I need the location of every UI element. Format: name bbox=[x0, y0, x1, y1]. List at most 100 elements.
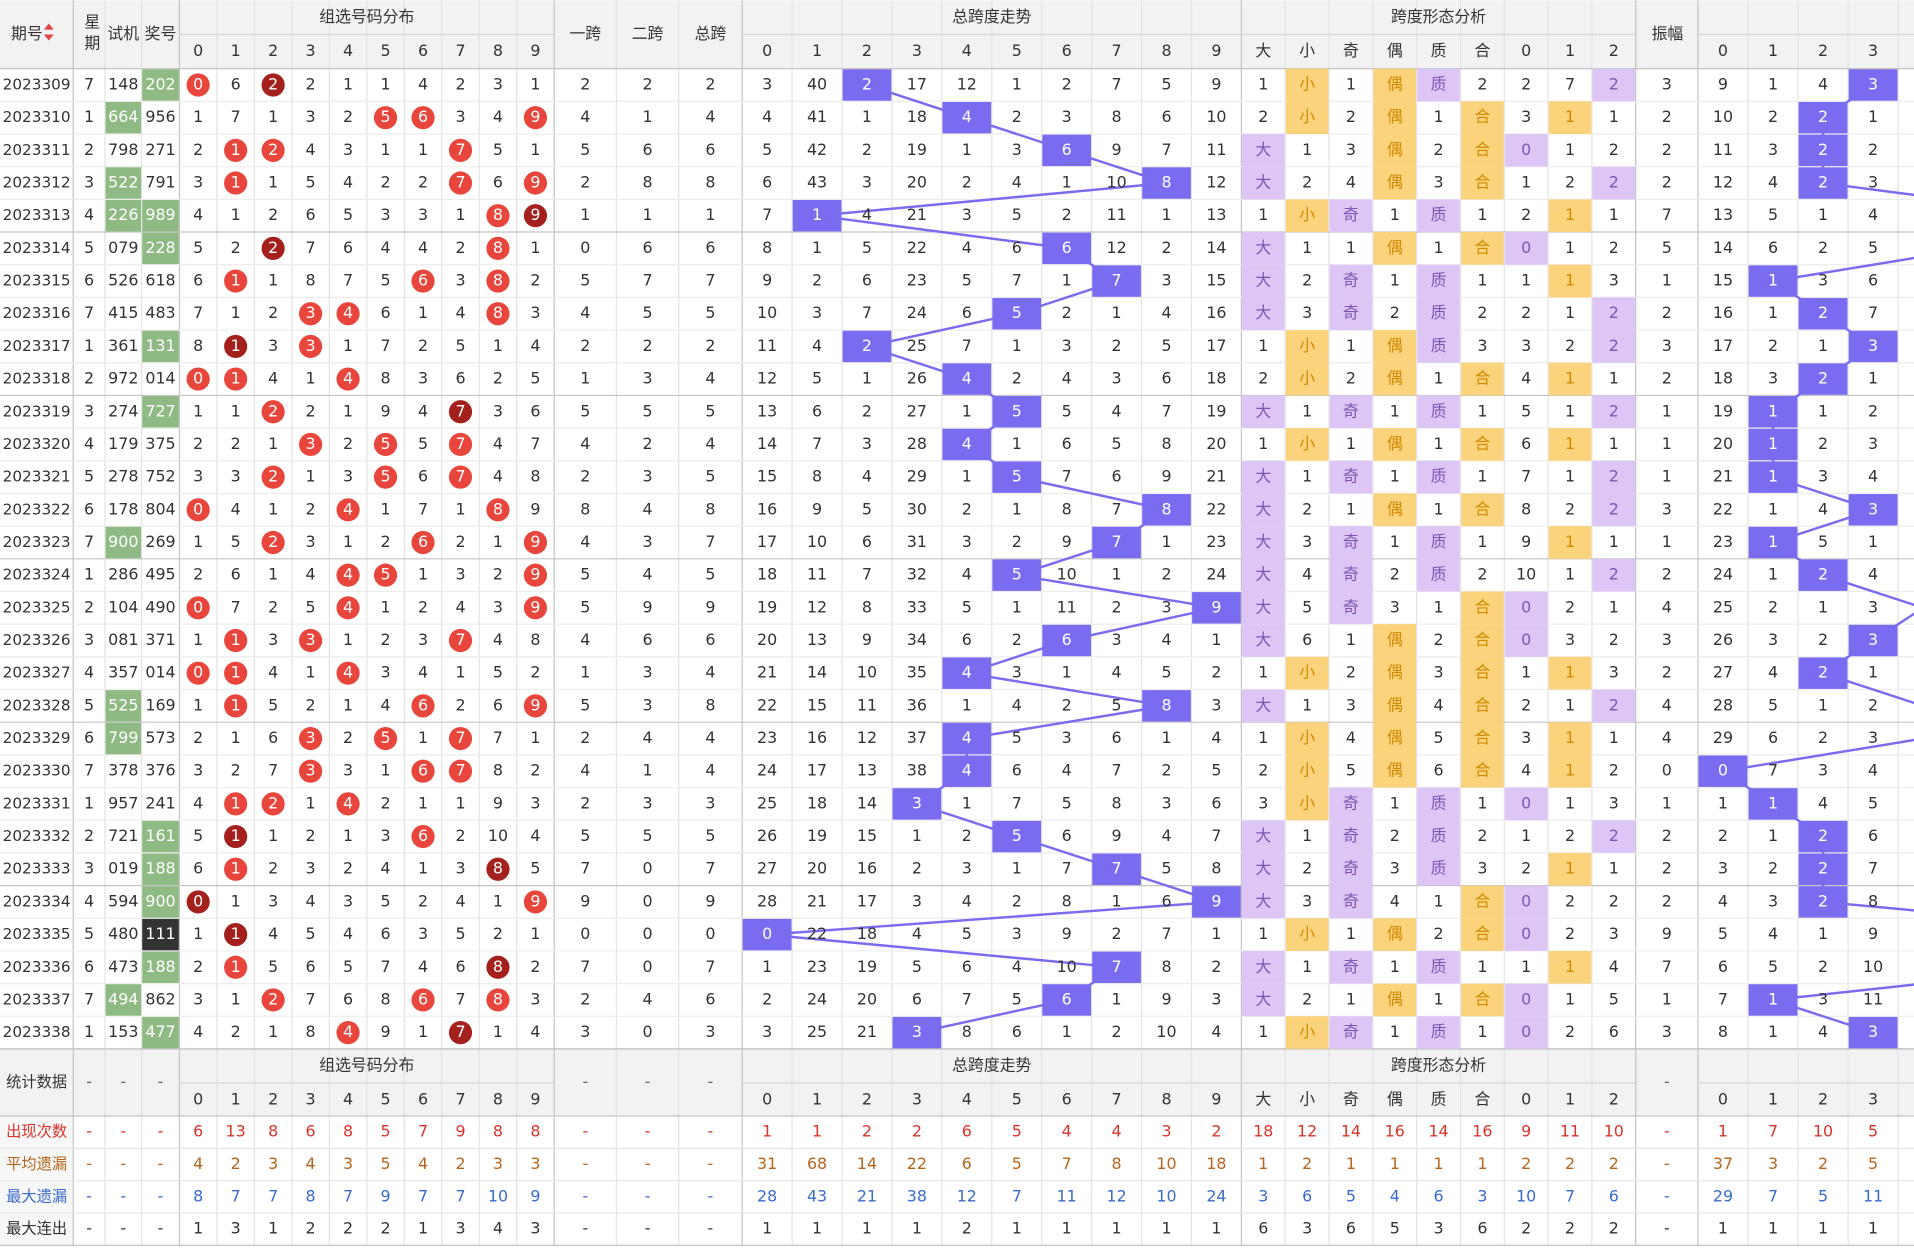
cell-text: 5 bbox=[306, 924, 316, 943]
cell-text: 2 bbox=[1609, 336, 1619, 355]
header-text: 跨度形态分析 bbox=[1391, 7, 1486, 26]
cell-text: 3 bbox=[84, 173, 94, 192]
cell-text: 1 bbox=[231, 140, 241, 159]
cell-text: 8 bbox=[493, 238, 503, 257]
cell-text: 2023325 bbox=[3, 598, 71, 616]
cell-text: 10 bbox=[488, 1186, 508, 1205]
cell-text: 2 bbox=[862, 74, 872, 93]
cell-text: 1 bbox=[1662, 271, 1672, 290]
cell-text: 3 bbox=[1818, 989, 1828, 1008]
cell-text: 4 bbox=[530, 336, 540, 355]
header-text: 期号 bbox=[11, 24, 43, 43]
cell-text: 6 bbox=[862, 532, 872, 551]
cell-text: 3 bbox=[580, 1022, 590, 1041]
cell-text: 1 bbox=[268, 1219, 278, 1238]
cell-text: 23 bbox=[907, 271, 927, 290]
cell-text: 7 bbox=[1112, 859, 1122, 878]
cell-text: 5 bbox=[1062, 793, 1072, 812]
digit-ball bbox=[224, 923, 248, 947]
cell-text: 7 bbox=[306, 238, 316, 257]
cell-text: - bbox=[708, 1122, 714, 1141]
cell-text: 4 bbox=[493, 630, 503, 649]
amp-highlight bbox=[1798, 657, 1848, 689]
cell-text: 2 bbox=[1609, 467, 1619, 486]
cell-text: 11 bbox=[857, 695, 877, 714]
cell-text: 奇 bbox=[1343, 401, 1359, 420]
cell-text: 9 bbox=[580, 891, 590, 910]
cell-text: 5 bbox=[1434, 728, 1444, 747]
header-text: 1 bbox=[1768, 1090, 1778, 1109]
cell-text: 1 bbox=[1211, 924, 1221, 943]
cell-text: 质 bbox=[1431, 532, 1447, 551]
cell-text: 3 bbox=[1161, 271, 1171, 290]
span-highlight bbox=[942, 363, 992, 395]
cell-text: 2 bbox=[1718, 826, 1728, 845]
cell-text: 3 bbox=[1302, 1219, 1312, 1238]
form-highlight bbox=[1329, 395, 1373, 429]
cell-text: 179 bbox=[108, 434, 138, 453]
cell-text: 9 bbox=[530, 499, 540, 518]
cell-text: 3 bbox=[193, 761, 203, 780]
cell-text: 3 bbox=[418, 205, 428, 224]
cell-text: 4 bbox=[1012, 173, 1022, 192]
cell-text: 3 bbox=[530, 989, 540, 1008]
form-highlight bbox=[1592, 395, 1636, 429]
cell-text: 1 bbox=[1662, 467, 1672, 486]
header-text: 0 bbox=[193, 41, 203, 60]
form-highlight bbox=[1242, 983, 1285, 1017]
cell-text: 5 bbox=[306, 597, 316, 616]
header-text: 2 bbox=[862, 1090, 872, 1109]
cell-text: 11 bbox=[1560, 1122, 1580, 1141]
cell-text: 3 bbox=[306, 532, 316, 551]
cell-text: 2 bbox=[1818, 369, 1828, 388]
cell-text: 3 bbox=[1161, 597, 1171, 616]
cell-text: 2 bbox=[1662, 140, 1672, 159]
cell-text: 1 bbox=[231, 173, 241, 192]
cell-text: - bbox=[582, 1219, 588, 1238]
digit-ball bbox=[486, 236, 510, 260]
cell-text: 1 bbox=[580, 369, 590, 388]
cell-text: 18 bbox=[1206, 369, 1226, 388]
cell-text: 21 bbox=[857, 1186, 877, 1205]
cell-text: 7 bbox=[705, 532, 715, 551]
cell-text: 14 bbox=[1341, 1122, 1361, 1141]
cell-text: 9 bbox=[1211, 891, 1221, 910]
cell-text: 4 bbox=[530, 826, 540, 845]
cell-text: 16 bbox=[757, 499, 777, 518]
cell-text: 3 bbox=[1434, 1219, 1444, 1238]
cell-text: 2023330 bbox=[3, 762, 71, 780]
sort-down-icon[interactable] bbox=[43, 34, 54, 41]
digit-ball bbox=[224, 138, 248, 162]
cell-text: 1 bbox=[1609, 107, 1619, 126]
cell-text: 6 bbox=[1258, 1219, 1268, 1238]
cell-text: 0 bbox=[1521, 793, 1531, 812]
amp-highlight bbox=[1848, 1016, 1898, 1049]
cell-text: 1 bbox=[1390, 467, 1400, 486]
cell-text: 偶 bbox=[1387, 107, 1403, 126]
cell-text: 2 bbox=[1521, 1219, 1531, 1238]
cell-text: 合 bbox=[1474, 663, 1490, 682]
cell-text: 1 bbox=[1768, 1219, 1778, 1238]
cell-text: 4 bbox=[343, 597, 353, 616]
header-text: 1 bbox=[231, 41, 241, 60]
form-highlight bbox=[1592, 330, 1636, 363]
cell-text: 0 bbox=[193, 369, 203, 388]
cell-text: 偶 bbox=[1387, 989, 1403, 1008]
cell-text: 2 bbox=[1565, 597, 1575, 616]
cell-text: 8 bbox=[380, 369, 390, 388]
cell-text: 6 bbox=[193, 271, 203, 290]
cell-text: 16 bbox=[1206, 303, 1226, 322]
cell-text: 3 bbox=[231, 467, 241, 486]
header-text: 1 bbox=[1565, 41, 1575, 60]
cell-text: 1 bbox=[1477, 271, 1487, 290]
cell-text: 1 bbox=[1768, 565, 1778, 584]
cell-text: 22 bbox=[1206, 499, 1226, 518]
cell-text: 6 bbox=[962, 957, 972, 976]
cell-text: 5 bbox=[1161, 663, 1171, 682]
span-highlight bbox=[992, 820, 1042, 853]
sort-up-icon[interactable] bbox=[43, 23, 54, 30]
cell-text: 1 bbox=[1868, 107, 1878, 126]
cell-text: 12 bbox=[857, 728, 877, 747]
trend-line bbox=[1822, 900, 1914, 912]
